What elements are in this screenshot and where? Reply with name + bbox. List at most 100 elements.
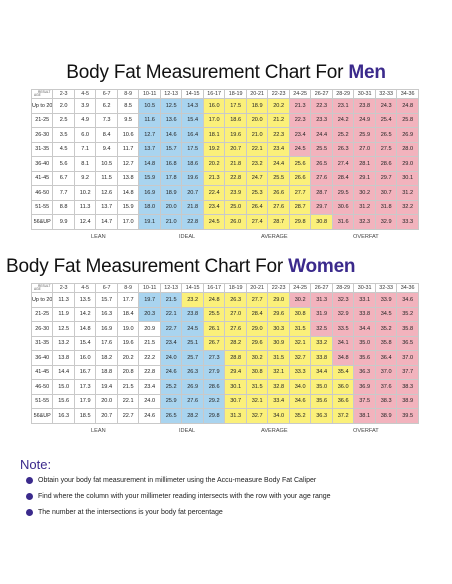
body-fat-cell: 19.6: [116, 335, 140, 351]
legend-lean: LEAN: [91, 428, 106, 434]
women-chart-title: Body Fat Measurement Chart For Women: [6, 256, 356, 277]
body-fat-cell: 3.5: [52, 127, 75, 143]
body-fat-cell: 37.5: [353, 393, 376, 409]
table-row: 46-50 7.7 10.2 12.6 14.8 16.9 18.9 20.7 22.4 23.9…: [30, 185, 419, 201]
body-fat-cell: 29.4: [224, 364, 247, 380]
body-fat-cell: 28.7: [267, 214, 290, 230]
column-header: 4-5: [73, 283, 97, 293]
body-fat-cell: 21.8: [224, 156, 247, 172]
column-header: 30-31: [353, 89, 376, 99]
body-fat-cell: 31.8: [374, 199, 398, 215]
body-fat-cell: 9.2: [73, 170, 97, 186]
table-row: 21-25 11.9 14.2 16.3 18.4 20.3 22.1 23.8 25.5 27.…: [30, 306, 419, 322]
body-fat-cell: 13.7: [95, 199, 118, 215]
men-chart-title: Body Fat Measurement Chart For Men: [66, 62, 386, 83]
body-fat-cell: 26.5: [159, 408, 183, 424]
body-fat-cell: 27.6: [181, 393, 204, 409]
body-fat-cell: 12.4: [73, 214, 97, 230]
body-fat-cell: 20.7: [181, 185, 204, 201]
bullet-icon: [26, 477, 33, 484]
body-fat-cell: 35.2: [288, 408, 312, 424]
body-fat-cell: 14.8: [138, 156, 161, 172]
age-range-cell: 36-40: [30, 350, 54, 366]
table-row: Up to 20 11.3 13.5 15.7 17.7 19.7 21.5 23.2 24.8…: [30, 292, 419, 308]
body-fat-cell: 30.6: [331, 199, 355, 215]
body-fat-cell: 31.5: [288, 321, 312, 337]
body-fat-cell: 20.7: [224, 141, 247, 157]
body-fat-cell: 38.1: [353, 408, 376, 424]
body-fat-cell: 34.8: [331, 350, 355, 366]
column-header: 22-23: [267, 89, 290, 99]
body-fat-cell: 16.3: [52, 408, 75, 424]
body-fat-cell: 7.1: [73, 141, 97, 157]
body-fat-cell: 39.5: [396, 408, 419, 424]
body-fat-cell: 22.7: [116, 408, 140, 424]
body-fat-cell: 38.3: [374, 393, 398, 409]
body-fat-cell: 34.4: [353, 321, 376, 337]
legend-ideal: IDEAL: [179, 234, 196, 240]
body-fat-cell: 23.1: [331, 98, 355, 114]
table-row: Up to 20 2.0 3.9 6.2 8.5 10.5 12.5 14.3 16.0 17.5…: [30, 98, 419, 114]
body-fat-cell: 32.1: [267, 364, 290, 380]
body-fat-cell: 28.7: [288, 199, 312, 215]
body-fat-cell: 29.5: [331, 185, 355, 201]
body-fat-cell: 26.3: [181, 364, 204, 380]
body-fat-cell: 20.2: [202, 156, 226, 172]
body-fat-cell: 19.1: [138, 214, 161, 230]
body-fat-cell: 16.7: [73, 364, 97, 380]
body-fat-cell: 13.7: [138, 141, 161, 157]
body-fat-cell: 23.8: [353, 98, 376, 114]
result-label: RESULT: [38, 284, 51, 288]
women-body-fat-table: RESULT AGE 2-3 4-5 6-7 8-9 10-11 12-13 14-15 16-1…: [30, 283, 419, 424]
body-fat-cell: 26.9: [181, 379, 204, 395]
body-fat-cell: 12.7: [138, 127, 161, 143]
body-fat-cell: 12.7: [116, 156, 140, 172]
body-fat-cell: 20.0: [95, 393, 118, 409]
body-fat-cell: 26.6: [288, 170, 312, 186]
body-fat-cell: 20.3: [138, 306, 161, 322]
body-fat-cell: 32.5: [310, 321, 333, 337]
table-row: 31-35 4.5 7.1 9.4 11.7 13.7 15.7 17.5 19.2 20.7 22…: [30, 141, 419, 157]
body-fat-cell: 23.8: [181, 306, 204, 322]
body-fat-cell: 32.8: [267, 379, 290, 395]
body-fat-cell: 35.4: [331, 364, 355, 380]
body-fat-cell: 22.8: [181, 214, 204, 230]
body-fat-cell: 30.2: [245, 350, 269, 366]
body-fat-cell: 15.4: [181, 112, 204, 128]
body-fat-cell: 2.5: [52, 112, 75, 128]
body-fat-cell: 37.6: [374, 379, 398, 395]
body-fat-cell: 36.3: [310, 408, 333, 424]
column-header: 24-25: [288, 283, 312, 293]
body-fat-cell: 34.4: [310, 364, 333, 380]
body-fat-cell: 24.9: [353, 112, 376, 128]
age-range-cell: 51-55: [30, 393, 54, 409]
body-fat-cell: 25.5: [267, 170, 290, 186]
body-fat-cell: 24.8: [202, 292, 226, 308]
body-fat-cell: 24.6: [159, 364, 183, 380]
body-fat-cell: 27.4: [245, 214, 269, 230]
body-fat-cell: 32.3: [353, 214, 376, 230]
body-fat-cell: 32.7: [245, 408, 269, 424]
body-fat-cell: 34.1: [331, 335, 355, 351]
header-row: RESULT AGE 2-3 4-5 6-7 8-9 10-11 12-13 14-15 16-1…: [30, 283, 419, 293]
body-fat-cell: 9.5: [116, 112, 140, 128]
age-range-cell: 56&UP: [30, 214, 54, 230]
body-fat-cell: 20.9: [138, 321, 161, 337]
column-header: 12-13: [159, 89, 183, 99]
note-title: Note:: [20, 457, 52, 472]
body-fat-cell: 10.6: [116, 127, 140, 143]
body-fat-cell: 17.7: [116, 292, 140, 308]
body-fat-cell: 20.2: [116, 350, 140, 366]
body-fat-cell: 16.0: [202, 98, 226, 114]
body-fat-cell: 23.4: [288, 127, 312, 143]
body-fat-cell: 22.8: [138, 364, 161, 380]
table-row: 31-35 13.2 15.4 17.6 19.6 21.5 23.4 25.1 26.7 28.…: [30, 335, 419, 351]
body-fat-cell: 30.3: [267, 321, 290, 337]
column-header: 6-7: [95, 283, 118, 293]
body-fat-cell: 11.9: [52, 306, 75, 322]
body-fat-cell: 26.9: [396, 127, 419, 143]
column-header: 22-23: [267, 283, 290, 293]
column-header: 20-21: [245, 283, 269, 293]
column-header: 24-25: [288, 89, 312, 99]
body-fat-cell: 19.7: [138, 292, 161, 308]
